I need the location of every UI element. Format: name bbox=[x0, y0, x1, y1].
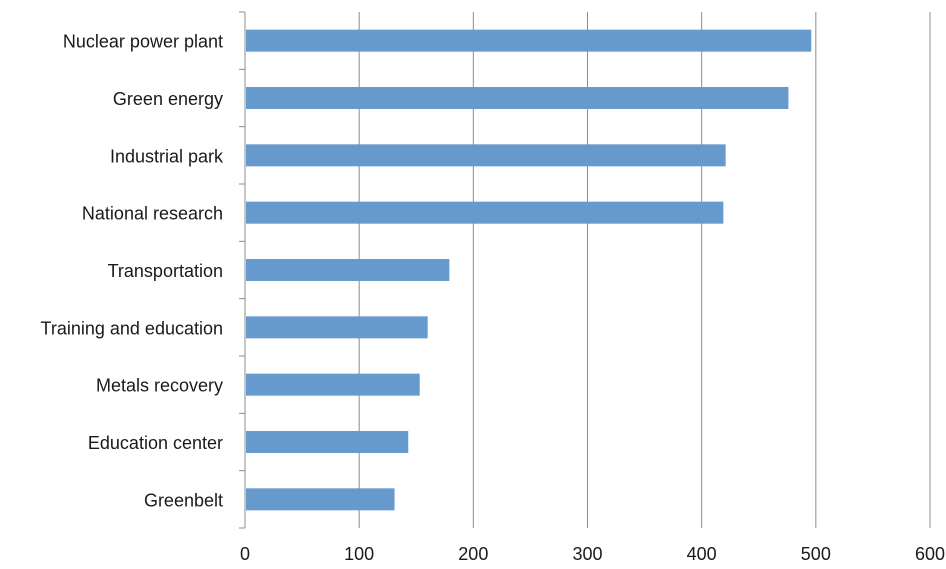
x-tick-label: 100 bbox=[344, 544, 374, 564]
category-label: Greenbelt bbox=[144, 490, 223, 510]
category-label: Green energy bbox=[113, 89, 223, 109]
bar bbox=[246, 431, 409, 453]
category-label: National research bbox=[82, 204, 223, 224]
bar bbox=[246, 201, 724, 224]
x-tick-label: 500 bbox=[801, 544, 831, 564]
x-tick-label: 0 bbox=[240, 544, 250, 564]
bar bbox=[246, 29, 812, 52]
bar bbox=[246, 488, 395, 511]
bars bbox=[246, 29, 812, 511]
bar bbox=[246, 373, 420, 396]
bar bbox=[246, 87, 789, 109]
category-label: Training and education bbox=[41, 318, 223, 338]
bar bbox=[246, 259, 450, 281]
category-label: Metals recovery bbox=[96, 376, 223, 396]
bar bbox=[246, 316, 428, 339]
category-label: Transportation bbox=[108, 261, 223, 281]
x-tick-label: 400 bbox=[687, 544, 717, 564]
category-label: Nuclear power plant bbox=[63, 32, 223, 52]
category-axis bbox=[239, 11, 246, 529]
category-label: Industrial park bbox=[110, 146, 224, 166]
bar bbox=[246, 144, 726, 167]
category-labels: Nuclear power plant Green energy Industria… bbox=[41, 32, 224, 511]
value-tick-labels: 0 100 200 300 400 500 600 bbox=[240, 544, 945, 564]
category-label: Education center bbox=[88, 433, 223, 453]
x-tick-label: 300 bbox=[572, 544, 602, 564]
x-tick-label: 200 bbox=[458, 544, 488, 564]
x-tick-label: 600 bbox=[915, 544, 945, 564]
